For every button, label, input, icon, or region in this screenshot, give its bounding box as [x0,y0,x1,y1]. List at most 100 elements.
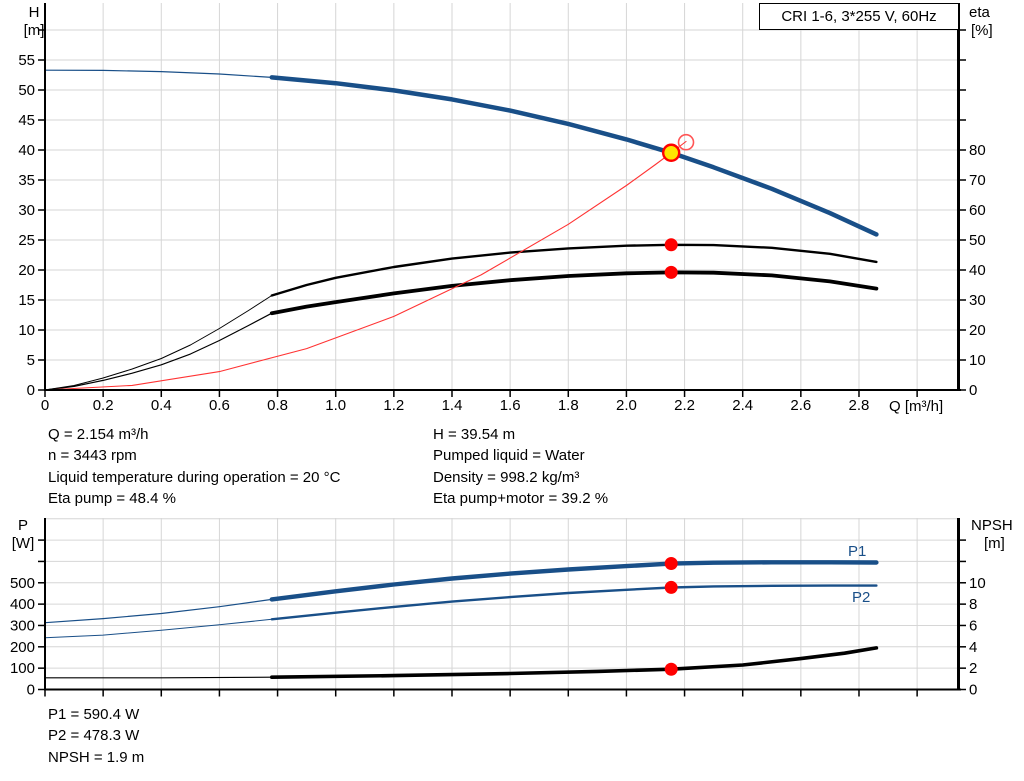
y-left-tick-label: 200 [10,639,35,656]
y-left-tick-label: 40 [18,142,35,159]
y-right-tick-label: 20 [969,322,986,339]
y-right-tick-label: 80 [969,142,986,159]
y-left-tick-label: 400 [10,596,35,613]
y-left-tick-label: 500 [10,575,35,592]
curve-eta-pump-motor [269,270,879,316]
h-axis-label: H [28,4,40,21]
annotation-eta-pump-motor: Eta pump+motor = 39.2 % [433,489,609,507]
x-tick-label: 1.0 [325,397,346,414]
npsh-axis-unit: [m] [984,535,1005,552]
y-left-tick-label: 10 [18,322,35,339]
operating-dot-marker [664,238,678,252]
operating-dot-marker [664,580,678,594]
y-left-tick-label: 0 [27,382,35,399]
x-tick-label: 0.6 [209,397,230,414]
x-tick-label: 1.6 [500,397,521,414]
duty-point-marker [661,143,681,162]
y-right-tick-label: 2 [969,660,977,677]
y-right-tick-label: 50 [969,232,986,249]
curve-npsh [44,676,273,679]
x-tick-label: 2.0 [616,397,637,414]
p-axis-unit: [W] [11,535,35,552]
chart-power-and-NPSH-curves: 0 100 200 300 400 500 0 2 4 6 8 10 [10,518,986,699]
y-left-tick-label: 30 [18,202,35,219]
y-left-tick-label: 5 [27,352,35,369]
y-right-axis-unit-top-chart: eta [%] [969,4,993,40]
x-tick-label: 0 [41,397,49,414]
eta-axis-unit: [%] [971,22,993,39]
y-right-tick-label: 0 [969,382,977,399]
h-axis-unit: [m] [23,22,45,39]
x-tick-label: 1.2 [383,397,404,414]
y-right-tick-label: 70 [969,172,986,189]
p2-series-label: P2 [852,589,871,606]
curves [44,560,879,680]
y-right-tick-label: 30 [969,292,986,309]
curve-h-curve [44,69,273,79]
gridlines [45,518,960,690]
curve-eta-pump [270,243,878,297]
npsh-axis-label: NPSH [971,517,1013,534]
annotation-npsh: NPSH = 1.9 m [48,748,145,766]
annotation-n: n = 3443 rpm [48,447,137,465]
annotation-density: Density = 998.2 kg/m³ [433,468,580,486]
curve-npsh [269,646,879,680]
markers [661,133,695,279]
annotation-pumped-liquid: Pumped liquid = Water [433,447,585,465]
x-tick-label: 0.2 [93,397,114,414]
y-right-tick-label: 6 [969,617,977,634]
chart-QH-and-efficiency-curves: 0 5 10 15 20 25 30 35 40 45 50 55 0 10 20 30 40 50 60 70 80 0… [18,3,986,414]
x-axis-unit-label: Q [m³/h] [889,398,944,415]
x-tick-label: 1.4 [442,397,463,414]
curve-p2 [44,618,273,639]
y-left-tick-label: 50 [18,82,35,99]
x-tick-label: 2.8 [849,397,870,414]
curve-eta-pump [44,295,273,391]
y-right-tick-label: 0 [969,682,977,699]
annotation-p1: P1 = 590.4 W [48,706,140,723]
markers [664,556,678,676]
curve-system-curve [44,140,687,391]
y-left-tick-label: 0 [27,682,35,699]
axes [44,3,961,391]
curve-p2 [270,584,878,621]
y-left-axis-unit-top-chart: H [m] [14,4,54,40]
pump-title: CRI 1-6, 3*255 V, 60Hz [781,8,937,25]
y-left-tick-label: 300 [10,617,35,634]
y-right-tick-label: 40 [969,262,986,279]
y-left-tick-label: 35 [18,172,35,189]
y-right-tick-label: 8 [969,596,977,613]
y-left-tick-label: 45 [18,112,35,129]
ticks: 0 100 200 300 400 500 0 2 4 6 8 10 [10,539,986,699]
requested-point-marker [677,133,695,151]
annotation-q: Q = 2.154 m³/h [48,426,149,443]
pump-title-box: CRI 1-6, 3*255 V, 60Hz [759,3,959,30]
annotation-liquid-temp: Liquid temperature during operation = 20… [48,468,341,486]
y-left-tick-label: 25 [18,232,35,249]
y-right-axis-unit-bottom-chart: NPSH [m] [971,517,1013,553]
p1-series-label: P1 [848,543,867,560]
y-right-tick-label: 60 [969,202,986,219]
ticks: 0 5 10 15 20 25 30 35 40 45 50 55 0 10 20 30 40 50 60 70 80 0… [18,29,986,414]
x-tick-label: 2.2 [674,397,695,414]
y-right-tick-label: 10 [969,575,986,592]
x-tick-label: 0.8 [267,397,288,414]
y-left-axis-unit-bottom-chart: P [W] [2,517,44,553]
y-right-tick-label: 10 [969,352,986,369]
x-tick-label: 2.6 [790,397,811,414]
operating-data-right-block: H = 39.54 m Pumped liquid = Water Densit… [433,426,608,511]
x-tick-label: 2.4 [732,397,753,414]
y-left-tick-label: 15 [18,292,35,309]
curve-p1 [44,598,273,624]
y-left-tick-label: 100 [10,660,35,677]
p-axis-label: P [17,517,28,534]
curves [44,69,879,391]
y-left-tick-label: 55 [18,52,35,69]
operating-dot-marker [664,265,678,279]
eta-axis-label: eta [969,4,990,21]
curve-h-curve [269,75,879,237]
operating-dot-marker [664,662,678,676]
x-tick-label: 0.4 [151,397,172,414]
